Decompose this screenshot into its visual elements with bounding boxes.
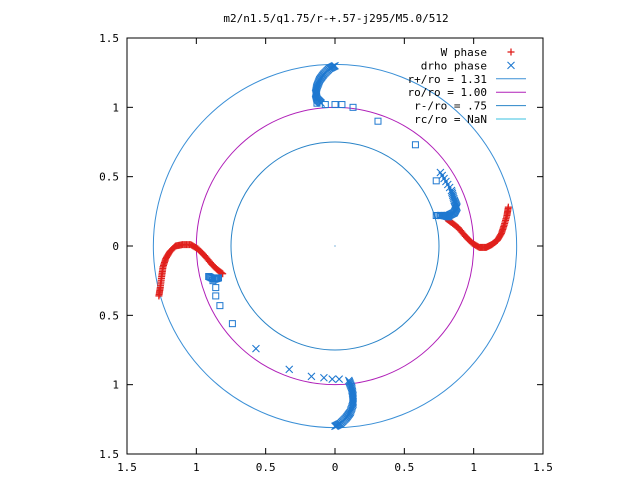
- y-tick-label: 1.5: [99, 32, 119, 45]
- drho-square-point: [228, 320, 236, 328]
- drho-phase-point: [335, 375, 344, 384]
- x-tick-label: 0: [332, 461, 339, 474]
- y-tick-label: 1: [112, 101, 119, 114]
- center-dot: [334, 245, 336, 247]
- y-tick-label: 0.5: [99, 171, 119, 184]
- drho-square-point: [321, 101, 329, 109]
- drho-square-point: [432, 177, 440, 185]
- drho-phase-point: [317, 99, 326, 108]
- drho-phase-point: [320, 373, 328, 382]
- drho-square-point: [349, 103, 357, 111]
- drho-square-point: [215, 274, 223, 282]
- x-tick-label: 1: [470, 461, 477, 474]
- drho-phase-point: [346, 408, 355, 417]
- x-tick-label: 1: [193, 461, 200, 474]
- legend-label: r+/ro = 1.31: [408, 73, 487, 86]
- legend-label: r-/ro = .75: [414, 100, 487, 113]
- drho-phase-point: [307, 372, 316, 381]
- drho-square-point: [338, 101, 346, 109]
- y-tick-label: 1: [112, 379, 119, 392]
- x-tick-label: 1.5: [117, 461, 137, 474]
- y-tick-label: 0.5: [99, 309, 119, 322]
- drho-square-point: [331, 101, 339, 109]
- series-1: [252, 61, 461, 431]
- legend-marker-swatch: [507, 48, 515, 56]
- legend-label: drho phase: [421, 59, 487, 72]
- x-tick-label: 1.5: [533, 461, 553, 474]
- drho-phase-point: [344, 376, 353, 385]
- drho-square-point: [216, 302, 224, 310]
- drho-phase-point: [436, 168, 445, 177]
- x-tick-label: 0.5: [394, 461, 414, 474]
- data-series: [155, 61, 512, 431]
- legend-label: W phase: [441, 46, 487, 59]
- drho-phase-point: [285, 365, 294, 374]
- drho-square-point: [212, 292, 220, 300]
- legend-label: ro/ro = 1.00: [408, 86, 487, 99]
- series-0: [155, 203, 512, 300]
- drho-square-point: [313, 99, 321, 107]
- drho-phase-point: [448, 188, 456, 197]
- drho-phase-point: [346, 407, 355, 415]
- drho-phase-point: [252, 344, 260, 353]
- drho-square-point: [445, 213, 453, 221]
- y-tick-label: 1.5: [99, 448, 119, 461]
- drho-square-point: [374, 117, 382, 125]
- legend-label: rc/ro = NaN: [414, 113, 487, 126]
- x-axis: 1.5 1 0.5 0 0.5 1 1.5: [117, 38, 553, 474]
- drho-phase-point: [328, 375, 337, 384]
- reference-circle: [230, 141, 440, 351]
- x-tick-label: 0.5: [256, 461, 276, 474]
- chart-title: m2/n1.5/q1.75/r-+.57-j295/M5.0/512: [223, 12, 448, 25]
- legend-marker-swatch: [507, 61, 515, 70]
- series-2: [205, 99, 453, 328]
- y-tick-label: 0: [112, 240, 119, 253]
- drho-square-point: [411, 141, 419, 149]
- y-axis: 1.5 1 0.5 0 0.5 1 1.5: [99, 32, 543, 461]
- drho-square-point: [212, 284, 220, 292]
- w-phase-point: [219, 270, 227, 278]
- drho-phase-point: [347, 405, 356, 414]
